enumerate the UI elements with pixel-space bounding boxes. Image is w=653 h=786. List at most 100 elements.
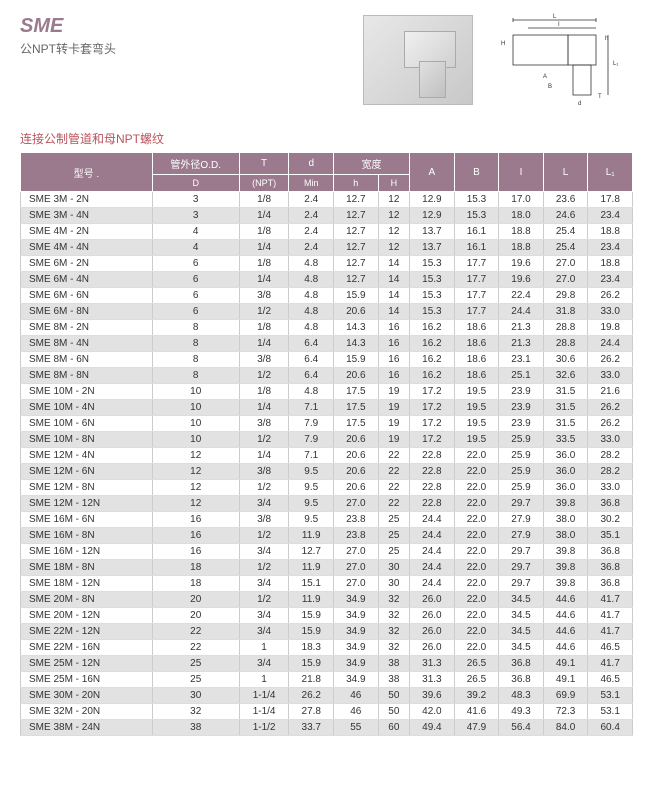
table-cell: 4.8 (289, 320, 334, 336)
table-cell: 1-1/4 (239, 688, 289, 704)
table-cell: 36.8 (588, 560, 633, 576)
table-cell: 18 (152, 576, 239, 592)
table-cell: 16 (378, 320, 410, 336)
table-cell: 16 (152, 528, 239, 544)
table-cell: 18.6 (454, 352, 499, 368)
table-cell: 9.5 (289, 496, 334, 512)
table-cell: 10 (152, 416, 239, 432)
table-cell: 19.5 (454, 416, 499, 432)
table-cell: 19 (378, 400, 410, 416)
table-cell: 18.8 (499, 240, 544, 256)
table-cell: 18.8 (499, 224, 544, 240)
table-cell: 16 (378, 368, 410, 384)
table-cell: 26.0 (410, 624, 455, 640)
table-cell: 22.0 (454, 608, 499, 624)
table-cell: 36.8 (588, 544, 633, 560)
table-cell: 30 (152, 688, 239, 704)
table-cell: SME 6M - 4N (21, 272, 153, 288)
table-cell: 32 (378, 624, 410, 640)
product-photo (363, 15, 473, 105)
svg-text:d: d (578, 101, 581, 107)
table-cell: 9.5 (289, 464, 334, 480)
table-row: SME 20M - 12N203/415.934.93226.022.034.5… (21, 608, 633, 624)
table-cell: 17.8 (588, 192, 633, 208)
table-cell: 10 (152, 384, 239, 400)
table-cell: 12.7 (334, 272, 379, 288)
table-cell: 34.9 (334, 672, 379, 688)
table-cell: 32 (152, 704, 239, 720)
table-cell: 20.6 (334, 448, 379, 464)
table-cell: 20.6 (334, 368, 379, 384)
table-row: SME 18M - 8N181/211.927.03024.422.029.73… (21, 560, 633, 576)
table-cell: 15.3 (454, 192, 499, 208)
table-body: SME 3M - 2N31/82.412.71212.915.317.023.6… (21, 192, 633, 736)
table-cell: 1/8 (239, 224, 289, 240)
table-cell: 26.2 (588, 400, 633, 416)
table-cell: 60.4 (588, 720, 633, 736)
table-cell: SME 18M - 8N (21, 560, 153, 576)
table-cell: SME 8M - 6N (21, 352, 153, 368)
table-cell: 46 (334, 688, 379, 704)
table-cell: SME 10M - 6N (21, 416, 153, 432)
table-cell: 27.0 (334, 560, 379, 576)
svg-text:L: L (553, 14, 557, 20)
table-cell: 1-1/2 (239, 720, 289, 736)
table-cell: 36.8 (499, 656, 544, 672)
table-cell: 25.9 (499, 432, 544, 448)
table-cell: 50 (378, 688, 410, 704)
table-row: SME 3M - 2N31/82.412.71212.915.317.023.6… (21, 192, 633, 208)
table-cell: 24.4 (410, 512, 455, 528)
table-cell: SME 32M - 20N (21, 704, 153, 720)
col-width: 宽度 (334, 153, 410, 175)
table-cell: 25 (152, 656, 239, 672)
table-cell: 15.9 (334, 288, 379, 304)
header-images: L I H h L₁ A B d T (363, 10, 633, 110)
table-cell: SME 6M - 6N (21, 288, 153, 304)
table-cell: 16.2 (410, 352, 455, 368)
table-cell: SME 22M - 12N (21, 624, 153, 640)
table-cell: 4.8 (289, 384, 334, 400)
table-cell: 23.8 (334, 512, 379, 528)
spec-table: 型号 . 管外径O.D. T d 宽度 A B I L L₁ D (NPT) M… (20, 152, 633, 736)
table-cell: 23.9 (499, 416, 544, 432)
table-cell: 19 (378, 432, 410, 448)
table-cell: 2.4 (289, 192, 334, 208)
spec-table-wrap: 型号 . 管外径O.D. T d 宽度 A B I L L₁ D (NPT) M… (0, 152, 653, 736)
table-cell: 22 (378, 496, 410, 512)
table-cell: 20 (152, 608, 239, 624)
table-cell: 28.2 (588, 464, 633, 480)
table-cell: SME 8M - 4N (21, 336, 153, 352)
table-cell: SME 6M - 8N (21, 304, 153, 320)
table-cell: 27.9 (499, 512, 544, 528)
table-cell: 12 (152, 480, 239, 496)
page-subtitle: 公NPT转卡套弯头 (20, 40, 116, 57)
table-cell: 44.6 (543, 608, 588, 624)
table-row: SME 8M - 8N81/26.420.61616.218.625.132.6… (21, 368, 633, 384)
table-cell: 36.0 (543, 464, 588, 480)
table-cell: 2.4 (289, 208, 334, 224)
table-cell: 17.7 (454, 304, 499, 320)
table-cell: 46 (334, 704, 379, 720)
table-cell: 34.5 (499, 640, 544, 656)
table-cell: 49.1 (543, 656, 588, 672)
table-cell: 3 (152, 208, 239, 224)
table-cell: 22.0 (454, 512, 499, 528)
table-cell: 25 (152, 672, 239, 688)
header: SME 公NPT转卡套弯头 L I H h L₁ (0, 0, 653, 120)
table-cell: 12.9 (410, 208, 455, 224)
table-cell: 17.2 (410, 400, 455, 416)
table-cell: 1/4 (239, 272, 289, 288)
table-cell: 1/2 (239, 432, 289, 448)
table-cell: 39.2 (454, 688, 499, 704)
table-cell: 17.5 (334, 400, 379, 416)
table-cell: SME 8M - 8N (21, 368, 153, 384)
table-row: SME 22M - 12N223/415.934.93226.022.034.5… (21, 624, 633, 640)
table-cell: 11.9 (289, 592, 334, 608)
table-cell: 19 (378, 416, 410, 432)
table-cell: 22.0 (454, 624, 499, 640)
table-cell: 25 (378, 512, 410, 528)
table-cell: 18.8 (588, 224, 633, 240)
table-cell: 1/4 (239, 336, 289, 352)
table-cell: 29.7 (499, 544, 544, 560)
table-cell: 22.8 (410, 464, 455, 480)
